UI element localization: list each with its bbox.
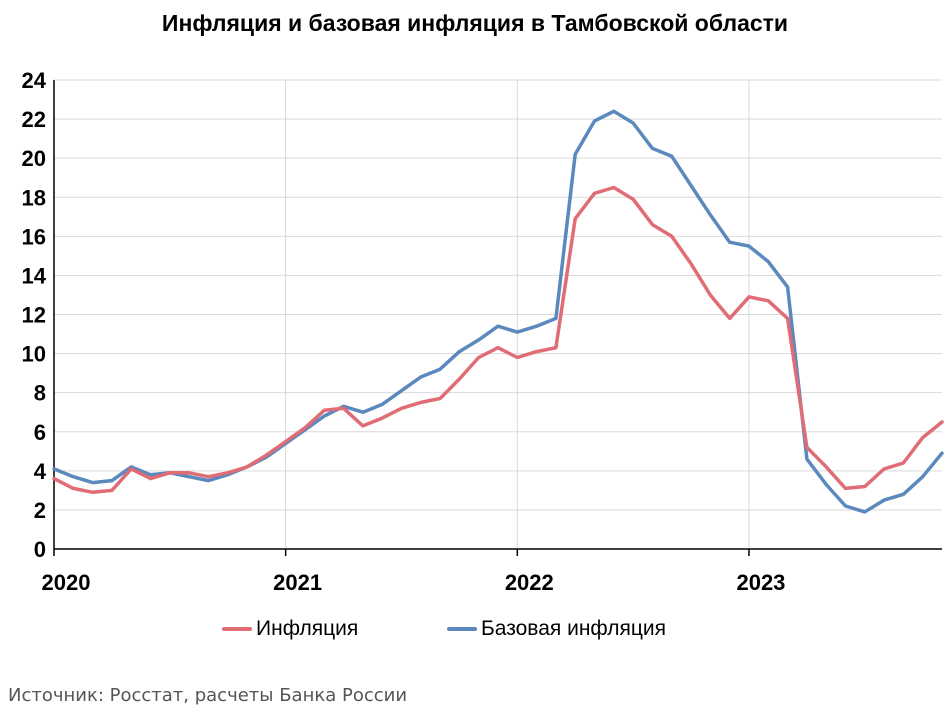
y-tick-label: 12: [22, 303, 46, 328]
legend-item-core-inflation: Базовая инфляция: [447, 617, 666, 641]
x-tick-label: 2022: [505, 570, 554, 595]
grid-layer: [54, 79, 942, 549]
series-layer: [52, 109, 944, 514]
y-tick-label: 2: [34, 498, 46, 523]
y-tick-label: 10: [22, 342, 46, 367]
x-tick-label: 2023: [736, 570, 785, 595]
y-tick-label: 18: [22, 185, 46, 210]
legend-swatch-core-inflation: [447, 627, 477, 631]
legend-swatch-inflation: [222, 627, 252, 631]
y-tick-label: 14: [22, 263, 47, 288]
series-line-core-inflation: [52, 109, 944, 514]
y-tick-label: 8: [34, 381, 46, 406]
source-note: Источник: Росстат, расчеты Банка России: [8, 685, 408, 706]
y-tick-label: 24: [22, 68, 47, 93]
y-tick-label: 22: [22, 107, 46, 132]
y-tick-label: 16: [22, 224, 46, 249]
x-tick-label: 2021: [273, 570, 322, 595]
chart-title: Инфляция и базовая инфляция в Тамбовской…: [161, 10, 789, 36]
legend-label-core-inflation: Базовая инфляция: [481, 617, 667, 640]
axis-layer: [53, 80, 942, 556]
legend-item-inflation: Инфляция: [222, 617, 358, 641]
series-line-inflation: [52, 185, 944, 495]
x-tick-label: 2020: [42, 570, 91, 595]
legend-label-inflation: Инфляция: [256, 617, 359, 640]
y-tick-label: 6: [34, 420, 46, 445]
y-tick-label: 4: [34, 459, 47, 484]
y-tick-label: 20: [22, 146, 46, 171]
y-tick-label: 0: [34, 537, 46, 562]
